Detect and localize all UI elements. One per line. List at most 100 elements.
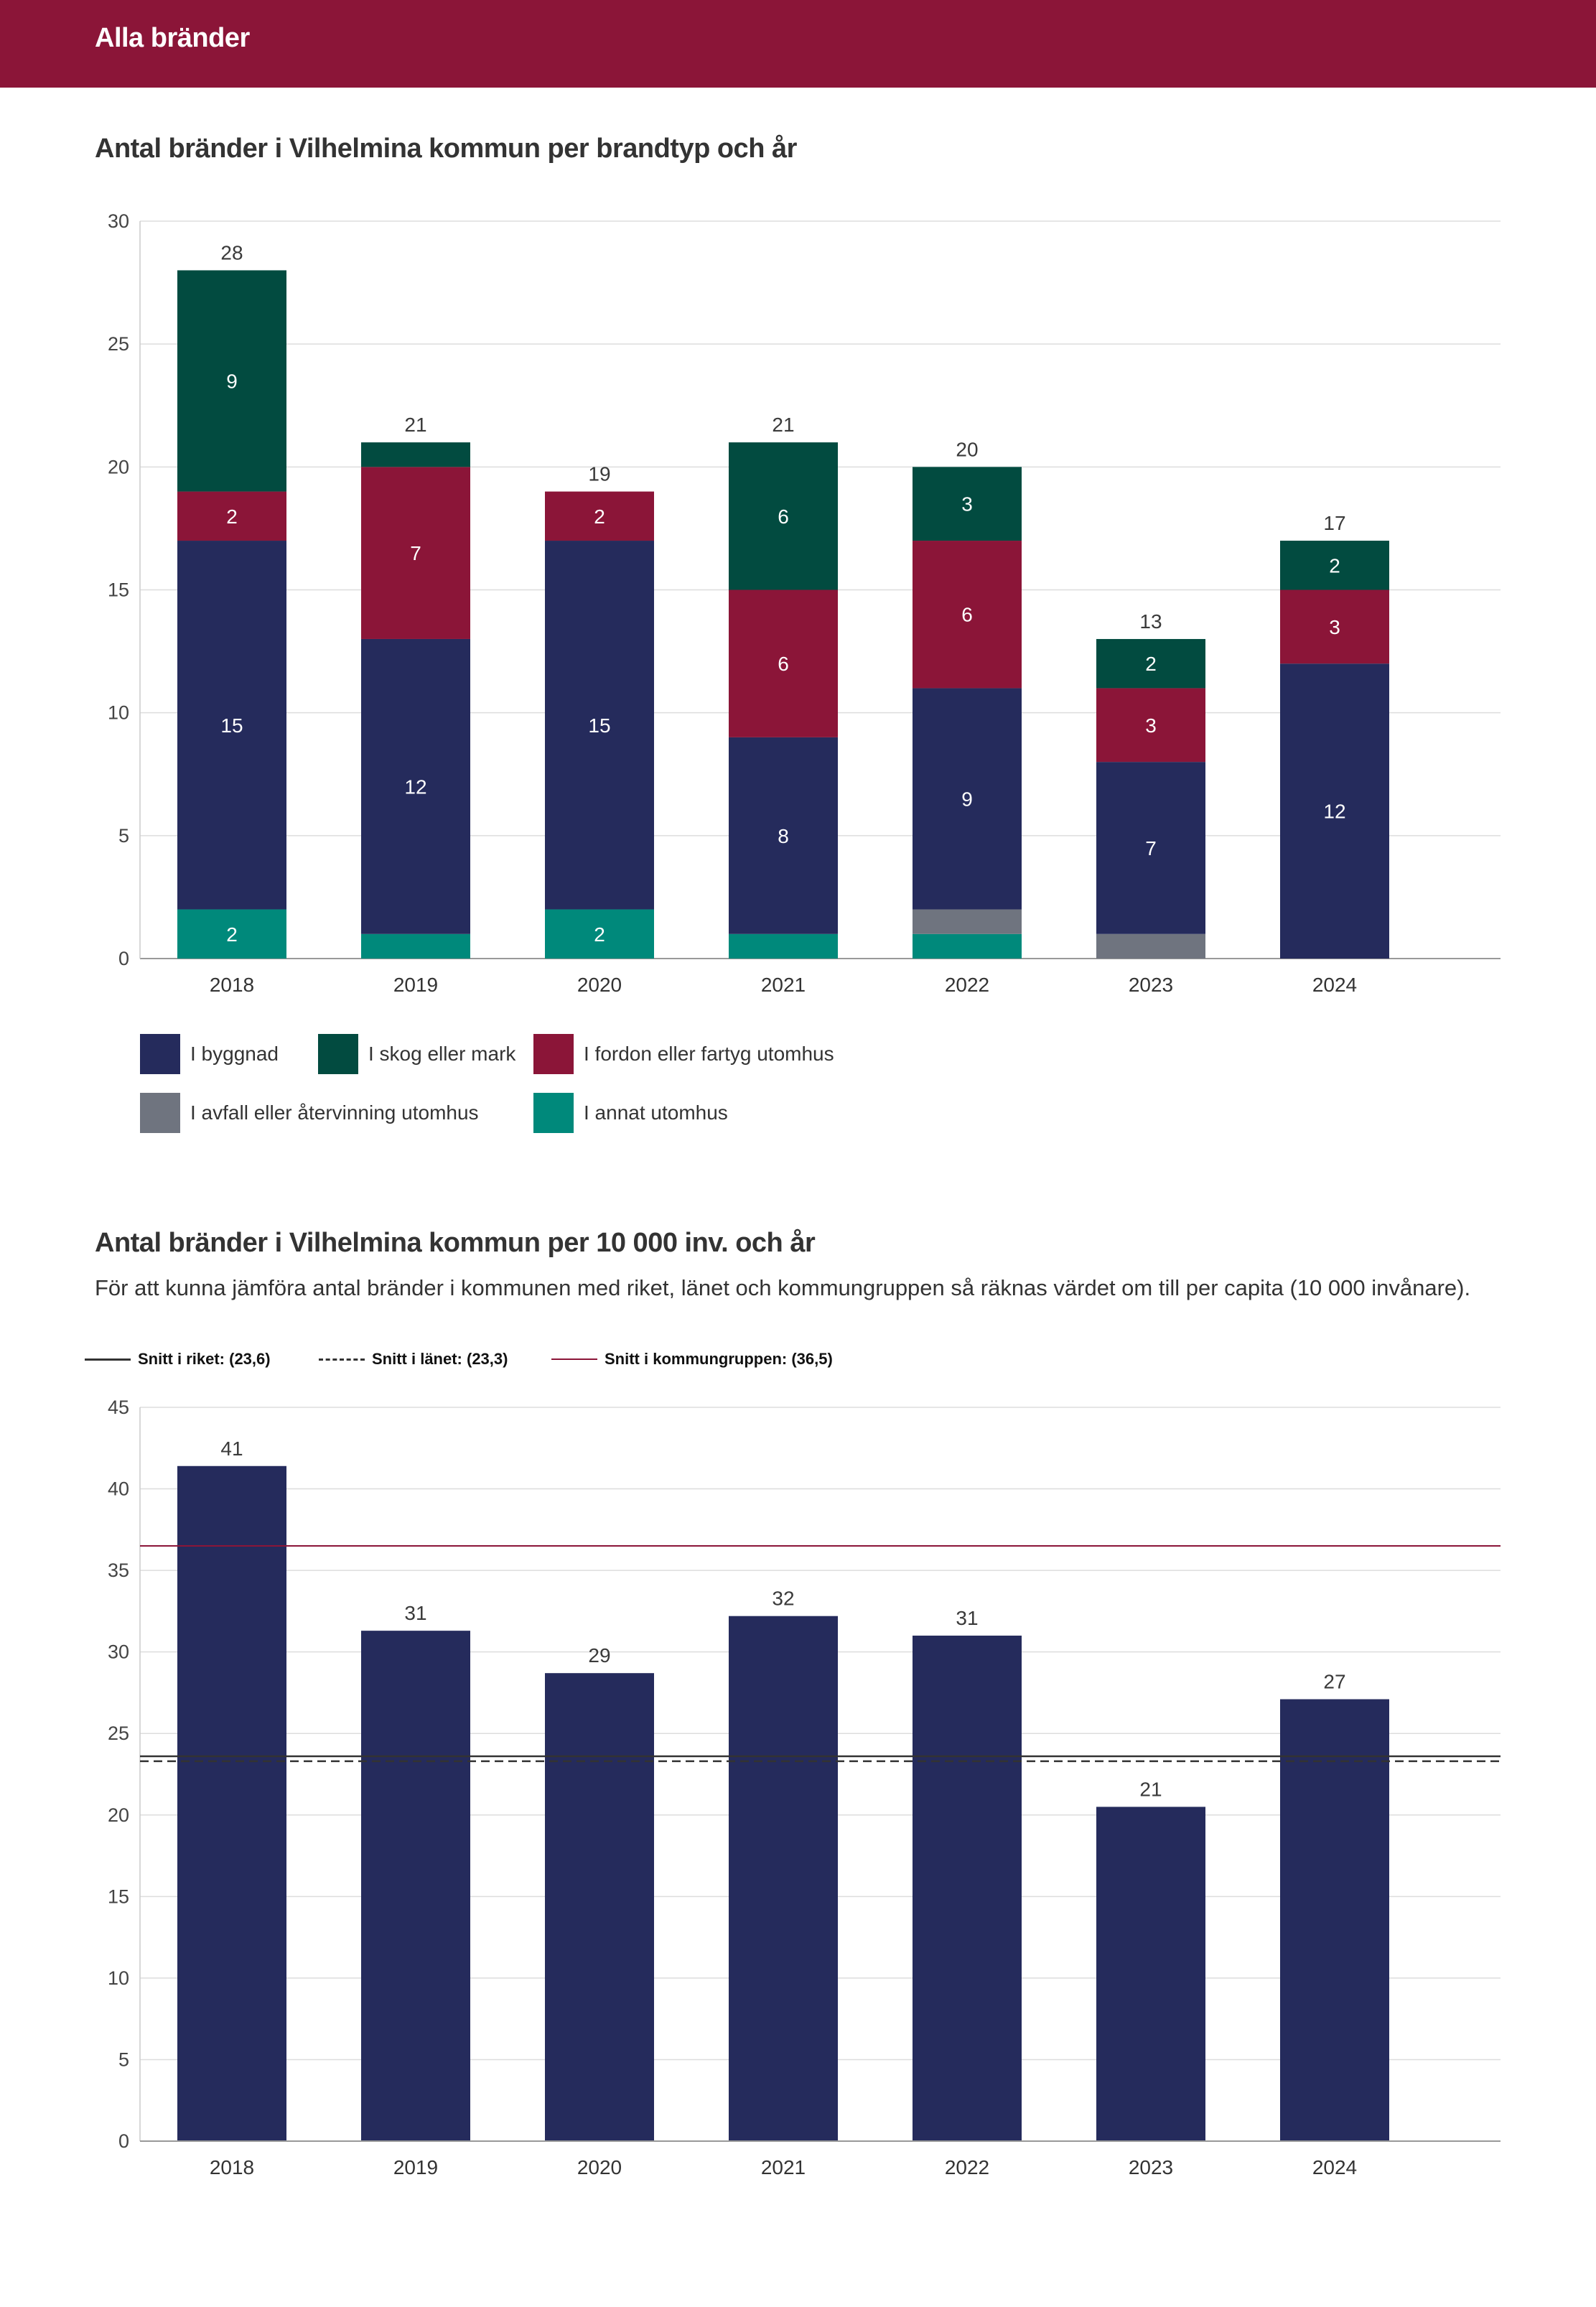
bar xyxy=(1280,1699,1389,2141)
x-tick-label: 2023 xyxy=(1129,974,1173,996)
bar-value-label: 29 xyxy=(588,1644,610,1667)
bar xyxy=(177,1465,286,2141)
y-tick-label: 15 xyxy=(108,579,129,601)
bar-segment-fordon xyxy=(1096,688,1205,763)
bar-total-label: 17 xyxy=(1323,512,1345,534)
x-tick-label: 2021 xyxy=(761,2156,806,2178)
legend-swatch-byggnad xyxy=(140,1034,180,1074)
y-tick-label: 20 xyxy=(108,456,129,477)
y-tick-label: 10 xyxy=(108,702,129,724)
legend-item-byggnad: I byggnad xyxy=(140,1034,279,1074)
bar-segment-byggnad xyxy=(729,737,838,934)
segment-value-label: 15 xyxy=(588,714,610,737)
bar-segment-byggnad xyxy=(913,688,1022,910)
bar-segment-fordon xyxy=(177,491,286,541)
bar-segment-annat xyxy=(545,909,654,959)
bar-segment-avfall xyxy=(1096,933,1205,959)
segment-value-label: 3 xyxy=(1145,714,1157,737)
bar-segment-skog xyxy=(177,270,286,492)
legend-label-fordon: I fordon eller fartyg utomhus xyxy=(584,1043,834,1065)
y-tick-label: 0 xyxy=(118,2130,129,2152)
x-tick-label: 2024 xyxy=(1312,974,1357,996)
bar-segment-skog xyxy=(729,442,838,590)
legend-lanet: Snitt i länet: (23,3) xyxy=(319,1350,508,1369)
bar-total-label: 21 xyxy=(404,414,426,436)
bar-value-label: 41 xyxy=(220,1437,243,1460)
segment-value-label: 6 xyxy=(961,604,973,626)
y-tick-label: 45 xyxy=(108,1397,129,1418)
bar-value-label: 31 xyxy=(956,1607,978,1629)
y-tick-label: 35 xyxy=(108,1560,129,1581)
bar-segment-byggnad xyxy=(1096,762,1205,934)
bar-value-label: 32 xyxy=(772,1588,794,1610)
segment-value-label: 9 xyxy=(226,370,238,393)
legend-label-avfall: I avfall eller återvinning utomhus xyxy=(190,1101,479,1124)
y-tick-label: 30 xyxy=(108,1641,129,1663)
legend-riket-label: Snitt i riket: (23,6) xyxy=(138,1350,271,1368)
bar-value-label: 31 xyxy=(404,1602,426,1624)
x-tick-label: 2019 xyxy=(393,974,438,996)
legend-label-annat: I annat utomhus xyxy=(584,1101,728,1124)
page-title: Alla bränder xyxy=(95,23,250,53)
segment-value-label: 2 xyxy=(594,923,605,946)
bar-segment-annat xyxy=(913,933,1022,959)
chart1-title: Antal bränder i Vilhelmina kommun per br… xyxy=(95,134,797,164)
legend-item-skog: I skog eller mark xyxy=(318,1034,515,1074)
segment-value-label: 3 xyxy=(961,493,973,516)
y-tick-label: 5 xyxy=(118,2049,129,2070)
segment-value-label: 2 xyxy=(594,505,605,528)
bar-segment-skog xyxy=(361,442,470,467)
bar-segment-annat xyxy=(177,909,286,959)
legend-label-byggnad: I byggnad xyxy=(190,1043,279,1065)
bar xyxy=(913,1635,1022,2141)
chart1-stacked-bar-chart: 0510152025302152928201812721201921521920… xyxy=(108,210,1501,996)
header-bar: Alla bränder xyxy=(0,0,1596,88)
bar-total-label: 19 xyxy=(588,463,610,485)
bar xyxy=(729,1616,838,2141)
y-tick-label: 40 xyxy=(108,1478,129,1500)
y-tick-label: 5 xyxy=(118,825,129,847)
bar-total-label: 13 xyxy=(1139,610,1162,633)
bar xyxy=(1096,1807,1205,2141)
bar-total-label: 20 xyxy=(956,438,978,460)
legend-swatch-skog xyxy=(318,1034,358,1074)
segment-value-label: 2 xyxy=(1145,653,1157,675)
bar-segment-byggnad xyxy=(361,638,470,934)
segment-value-label: 6 xyxy=(778,505,789,528)
x-tick-label: 2024 xyxy=(1312,2156,1357,2178)
bar-total-label: 21 xyxy=(772,414,794,436)
y-tick-label: 0 xyxy=(118,948,129,969)
legend-item-fordon: I fordon eller fartyg utomhus xyxy=(533,1034,834,1074)
segment-value-label: 9 xyxy=(961,788,973,810)
segment-value-label: 2 xyxy=(226,923,238,946)
chart2-reference-legend: Snitt i riket: (23,6) Snitt i länet: (23… xyxy=(85,1350,946,1379)
legend-kommungrupp-label: Snitt i kommungruppen: (36,5) xyxy=(605,1350,833,1368)
bar-total-label: 28 xyxy=(220,241,243,264)
y-tick-label: 15 xyxy=(108,1886,129,1907)
legend-riket-line xyxy=(85,1358,131,1361)
bar-segment-annat xyxy=(361,933,470,959)
segment-value-label: 8 xyxy=(778,825,789,847)
segment-value-label: 7 xyxy=(410,542,421,564)
bar-segment-skog xyxy=(1280,541,1389,590)
bar-segment-annat xyxy=(729,933,838,959)
legend-item-annat: I annat utomhus xyxy=(533,1093,728,1133)
bar xyxy=(545,1673,654,2141)
legend-swatch-annat xyxy=(533,1093,574,1133)
x-tick-label: 2019 xyxy=(393,2156,438,2178)
legend-item-avfall: I avfall eller återvinning utomhus xyxy=(140,1093,479,1133)
x-tick-label: 2018 xyxy=(210,974,254,996)
segment-value-label: 7 xyxy=(1145,837,1157,859)
x-tick-label: 2022 xyxy=(945,2156,989,2178)
bar-segment-fordon xyxy=(913,541,1022,689)
legend-label-skog: I skog eller mark xyxy=(368,1043,516,1065)
bar-value-label: 27 xyxy=(1323,1671,1345,1693)
bar-segment-fordon xyxy=(1280,589,1389,664)
legend-swatch-fordon xyxy=(533,1034,574,1074)
bar-segment-skog xyxy=(913,467,1022,541)
chart2-subtitle: För att kunna jämföra antal bränder i ko… xyxy=(95,1275,1471,1300)
bar-value-label: 21 xyxy=(1139,1778,1162,1800)
legend-kommungrupp: Snitt i kommungruppen: (36,5) xyxy=(551,1350,833,1369)
segment-value-label: 12 xyxy=(1323,801,1345,823)
chart1-legend: I byggnad I skog eller mark I fordon ell… xyxy=(140,1034,930,1149)
